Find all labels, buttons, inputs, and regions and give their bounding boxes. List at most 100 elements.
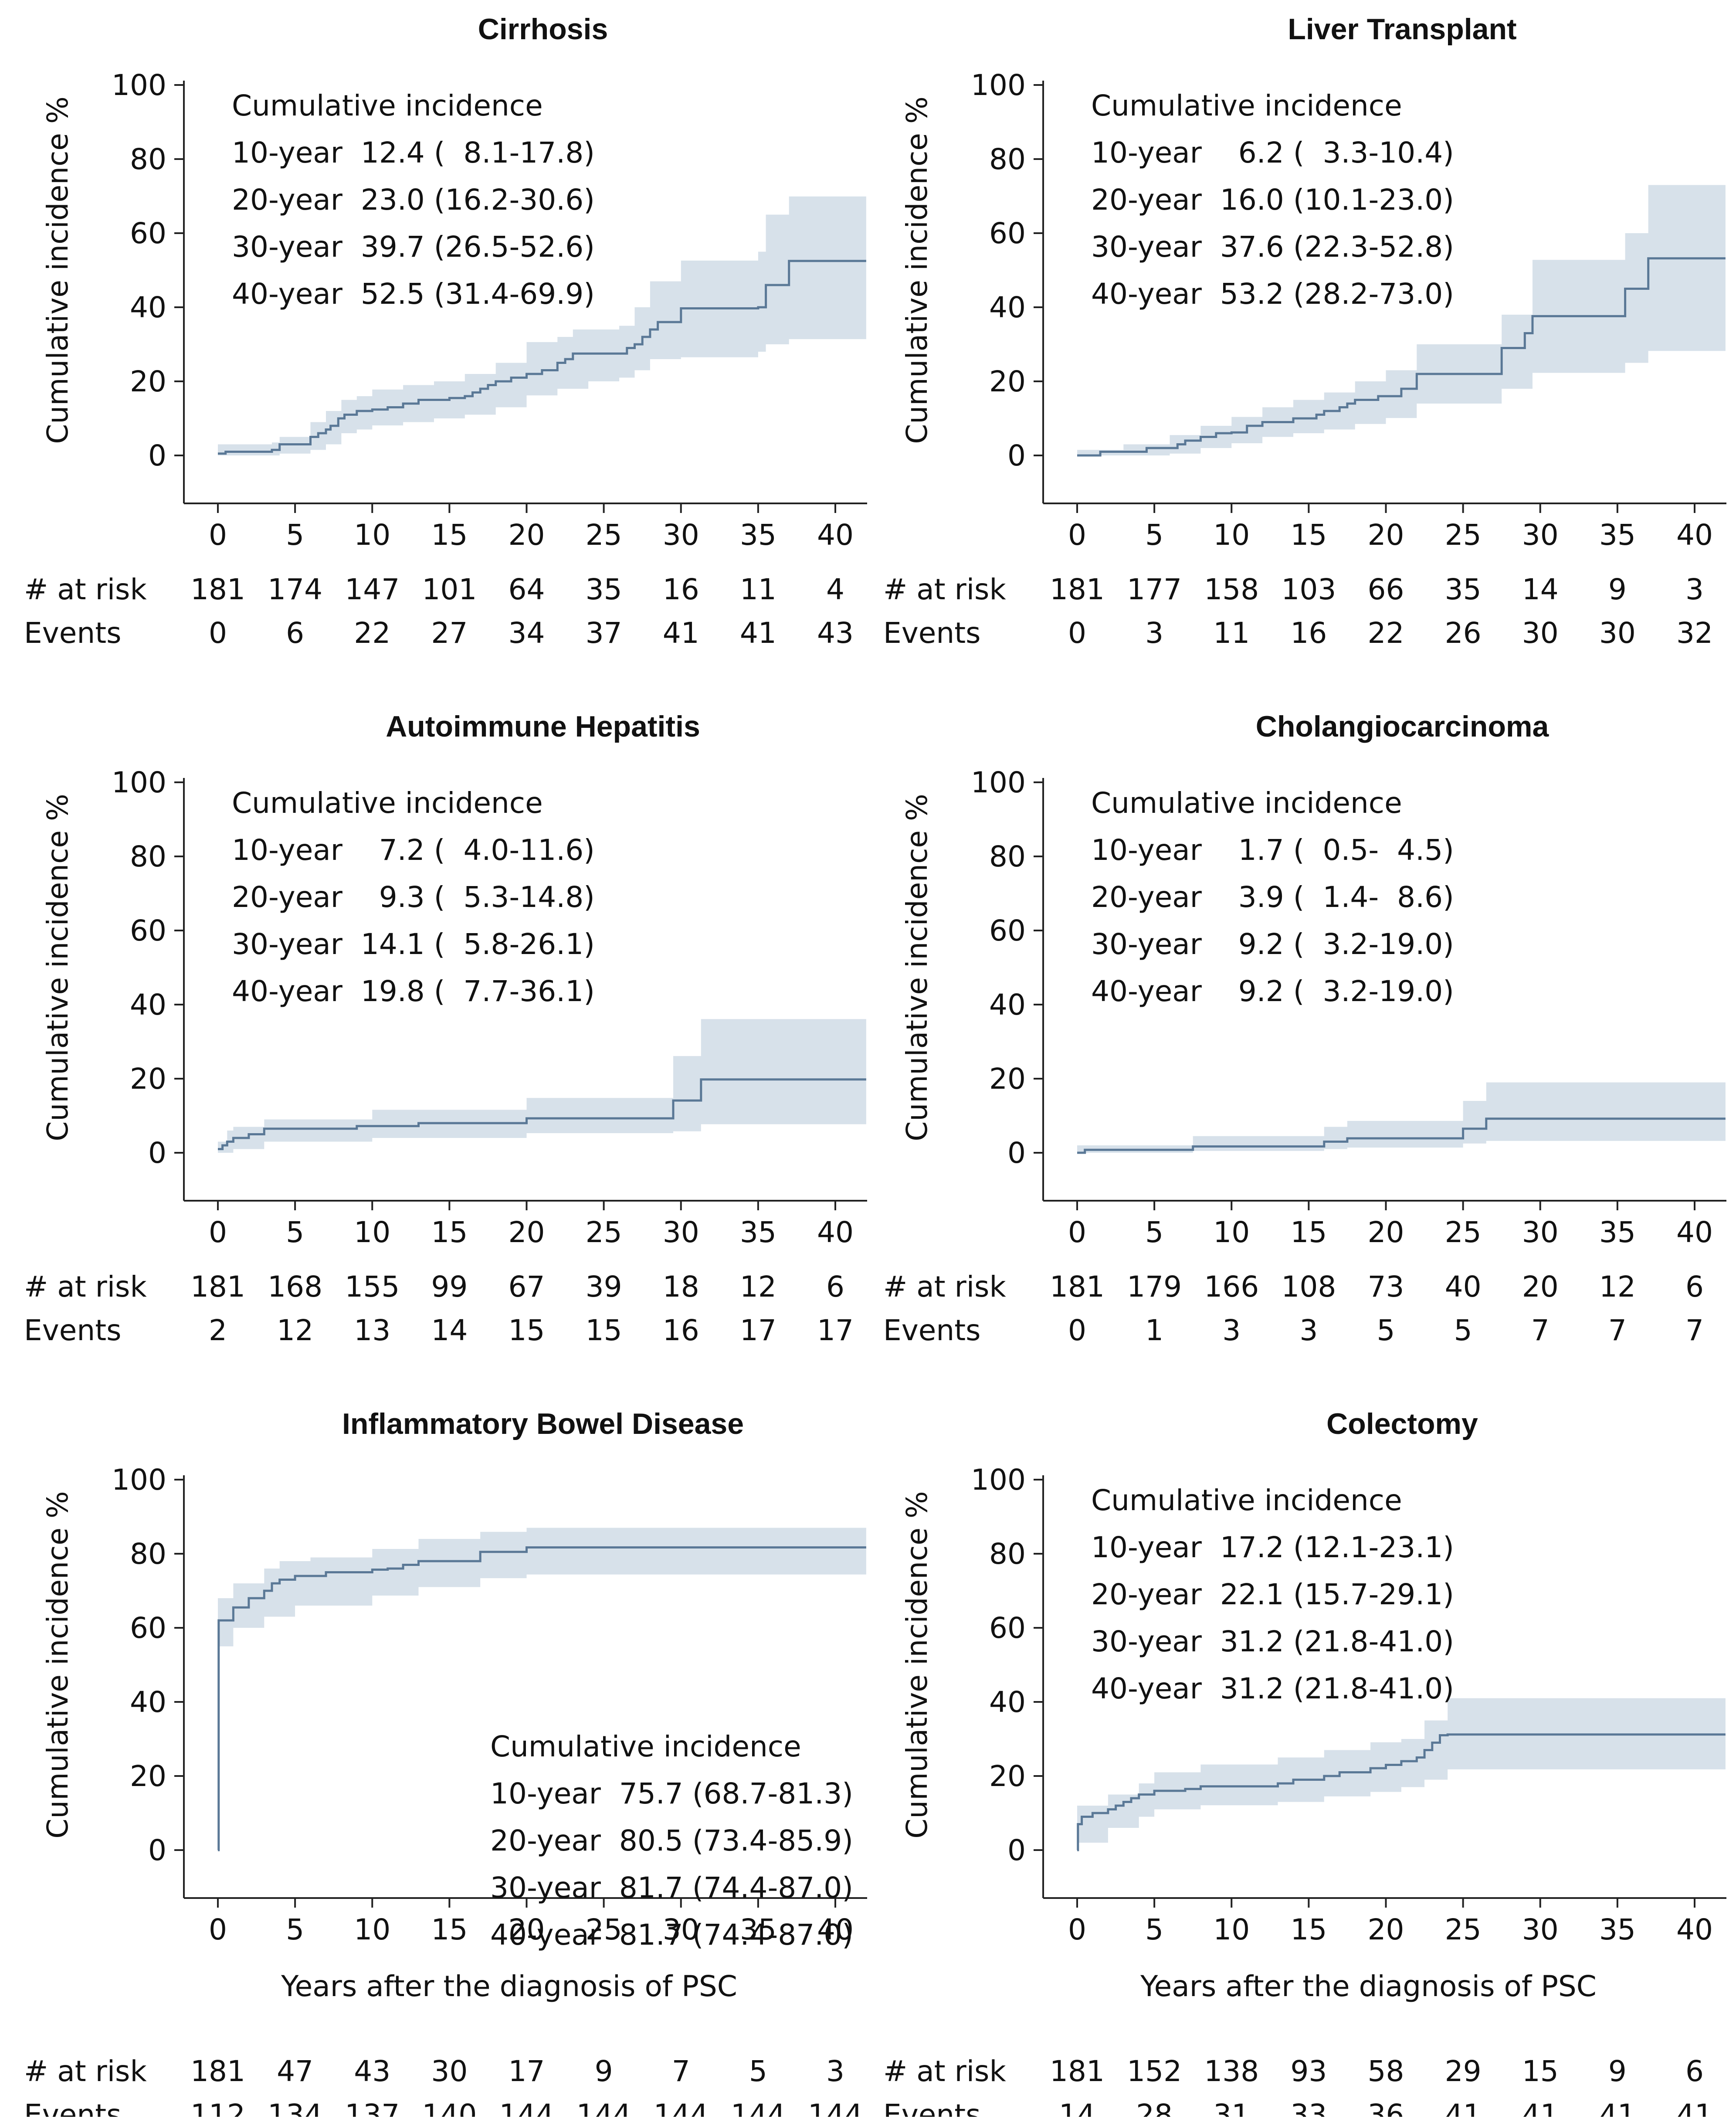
at-risk-value: 40 [1445,1270,1482,1304]
annotation-row: 30-year 9.2 ( 3.2-19.0) [1091,927,1454,961]
x-tick-label: 40 [817,518,854,552]
x-tick-label: 35 [1599,518,1636,552]
events-label: Events [883,616,980,650]
y-tick-label: 20 [130,365,166,398]
x-tick-label: 40 [1676,518,1713,552]
y-tick-label: 40 [989,291,1026,324]
x-tick-label: 30 [1522,1913,1559,1946]
events-value: 41 [1445,2098,1482,2117]
x-tick-label: 25 [1445,1216,1482,1249]
at-risk-label: # at risk [883,2054,1006,2088]
panel-title: Autoimmune Hepatitis [386,710,700,743]
y-axis-label: Cumulative incidence % [41,96,75,444]
y-tick-label: 60 [989,1611,1026,1645]
y-tick-label: 0 [1007,439,1026,472]
annotation-heading: Cumulative incidence [232,89,543,122]
x-tick-label: 0 [1068,1216,1086,1249]
at-risk-value: 93 [1290,2054,1327,2088]
events-value: 41 [740,616,776,650]
events-value: 14 [431,1314,468,1347]
y-tick-label: 80 [989,143,1026,176]
events-value: 3 [1299,1314,1318,1347]
x-tick-label: 35 [740,1216,776,1249]
at-risk-value: 108 [1281,1270,1336,1304]
events-value: 144 [576,2098,631,2117]
panel-title: Cholangiocarcinoma [1256,710,1550,743]
incidence-annotation: Cumulative incidence 10-year 12.4 ( 8.1-1… [232,89,595,311]
at-risk-value: 6 [1685,2054,1704,2088]
at-risk-value: 39 [586,1270,622,1304]
at-risk-value: 17 [509,2054,545,2088]
at-risk-value: 35 [1445,573,1482,606]
events-label: Events [24,2098,121,2117]
x-tick-label: 5 [286,1216,304,1249]
annotation-heading: Cumulative incidence [1091,89,1402,122]
events-value: 22 [1368,616,1404,650]
at-risk-label: # at risk [883,1270,1006,1304]
annotation-row: 30-year 81.7 (74.4-87.0) [490,1871,853,1905]
x-tick-label: 10 [354,1216,390,1249]
at-risk-value: 43 [354,2054,390,2088]
events-value: 144 [808,2098,863,2117]
x-tick-label: 40 [1676,1216,1713,1249]
at-risk-value: 181 [190,2054,245,2088]
events-value: 144 [499,2098,554,2117]
x-tick-label: 40 [817,1913,854,1946]
confidence-band [218,1019,866,1153]
at-risk-value: 6 [1685,1270,1704,1304]
y-tick-label: 0 [1007,1136,1026,1170]
at-risk-value: 138 [1204,2054,1259,2088]
at-risk-value: 174 [268,573,322,606]
y-tick-label: 80 [989,840,1026,873]
y-tick-label: 100 [971,68,1026,102]
events-value: 3 [1145,616,1163,650]
at-risk-value: 67 [509,1270,545,1304]
x-tick-label: 40 [817,1216,854,1249]
events-value: 7 [1608,1314,1627,1347]
x-tick-label: 15 [1290,1216,1327,1249]
x-tick-label: 35 [740,1913,776,1946]
incidence-curve [218,260,866,455]
at-risk-value: 18 [663,1270,699,1304]
at-risk-value: 3 [826,2054,844,2088]
x-tick-label: 10 [354,518,390,552]
events-value: 31 [1213,2098,1250,2117]
panel-inflammatory-bowel-disease: Inflammatory Bowel Disease 0 20 40 60 80 100 0 5… [24,1407,867,2119]
x-tick-label: 10 [1213,1913,1250,1946]
annotation-row: 20-year 80.5 (73.4-85.9) [490,1824,853,1858]
y-axis-label: Cumulative incidence % [900,1491,934,1838]
incidence-annotation: Cumulative incidence 10-year 6.2 ( 3.3-10… [1091,89,1454,311]
at-risk-value: 181 [190,1270,245,1304]
events-value: 12 [277,1314,313,1347]
annotation-row: 40-year 53.2 (28.2-73.0) [1091,277,1454,311]
events-label: Events [883,2098,980,2117]
at-risk-value: 4 [826,573,844,606]
at-risk-value: 16 [663,573,699,606]
panel-colectomy: Colectomy 0 20 40 60 80 100 0 5 10 15 20 25 30 35 40 Cum… [883,1407,1726,2119]
x-tick-label: 0 [1068,1913,1086,1946]
y-axis-label: Cumulative incidence % [41,794,75,1141]
at-risk-value: 147 [345,573,400,606]
incidence-curve [1077,1117,1726,1154]
at-risk-value: 12 [1599,1270,1636,1304]
events-value: 28 [1136,2098,1173,2117]
x-tick-label: 25 [586,1216,622,1249]
panel-title: Liver Transplant [1288,13,1516,46]
events-value: 15 [509,1314,545,1347]
annotation-row: 20-year 23.0 (16.2-30.6) [232,183,595,217]
annotation-row: 30-year 31.2 (21.8-41.0) [1091,1625,1454,1658]
annotation-row: 10-year 12.4 ( 8.1-17.8) [232,136,595,170]
y-tick-label: 40 [989,1685,1026,1719]
events-value: 0 [1068,616,1086,650]
y-tick-label: 60 [989,914,1026,947]
events-value: 5 [1377,1314,1395,1347]
y-tick-label: 100 [971,1463,1026,1497]
incidence-annotation: Cumulative incidence 10-year 1.7 ( 0.5- 4… [1091,786,1454,1008]
events-value: 26 [1445,616,1482,650]
x-tick-label: 10 [1213,1216,1250,1249]
at-risk-value: 155 [345,1270,400,1304]
at-risk-value: 179 [1127,1270,1182,1304]
at-risk-value: 5 [749,2054,767,2088]
events-label: Events [24,616,121,650]
